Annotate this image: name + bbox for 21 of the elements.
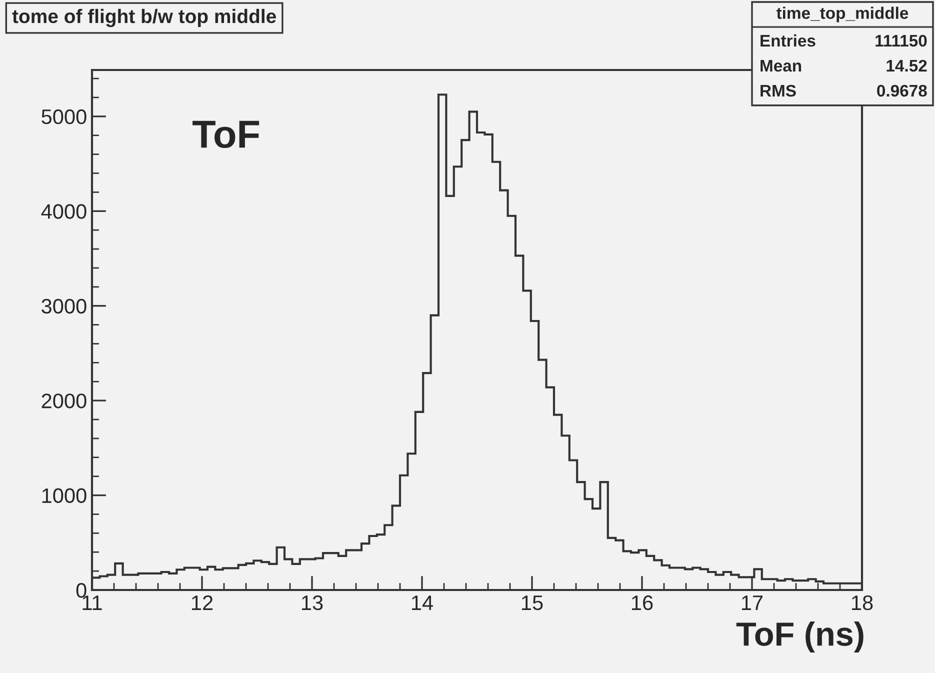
y-tick-label: 4000 <box>41 204 86 219</box>
x-tick-label: 11 <box>82 596 102 610</box>
y-tick-label: 2000 <box>42 394 86 408</box>
x-tick-label: 16 <box>632 595 653 610</box>
x-tick-label: 15 <box>522 596 543 610</box>
x-tick-label: 18 <box>852 595 873 610</box>
x-axis-title: ToF (ns) <box>736 621 864 653</box>
x-tick-label: 13 <box>302 595 323 610</box>
text: Mean 14.52 <box>760 60 927 72</box>
y-tick-label: 3000 <box>42 298 86 314</box>
y-tick-label: 1000 <box>42 488 86 504</box>
text: Entries 111150 <box>760 34 927 47</box>
y-tick-label: 0 <box>76 583 86 598</box>
chart-title: tome of flight b/w top middle <box>12 8 276 28</box>
x-tick-label: 14 <box>412 596 433 610</box>
y-tick-label: 5000 <box>42 109 86 124</box>
annotation: ToF <box>192 120 260 148</box>
text: RMS 0.9678 <box>760 84 927 97</box>
x-tick-label: 12 <box>192 595 213 610</box>
text: time_top_middle <box>776 6 908 22</box>
x-tick-label: 17 <box>742 596 763 610</box>
